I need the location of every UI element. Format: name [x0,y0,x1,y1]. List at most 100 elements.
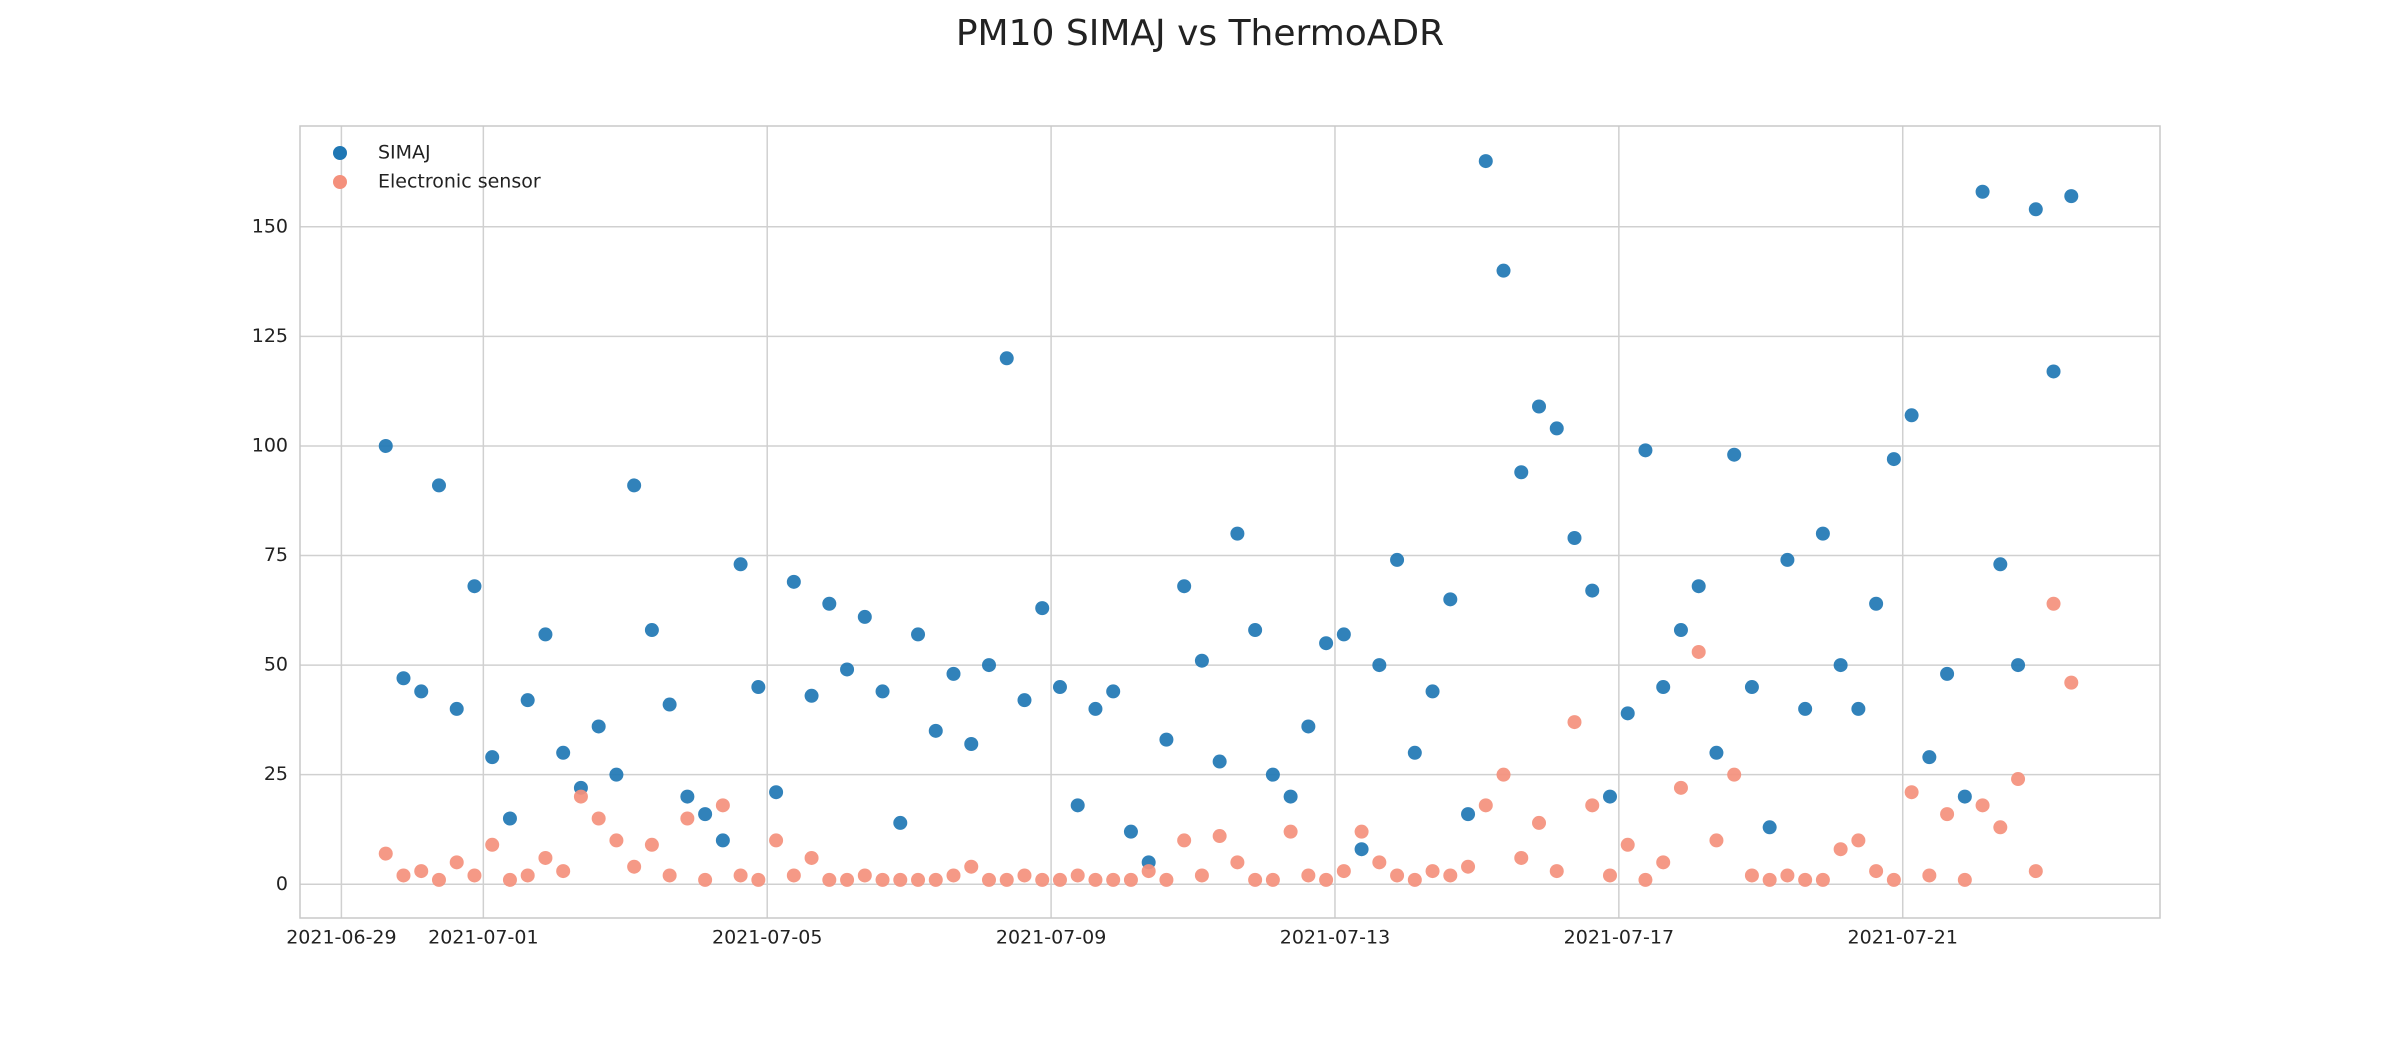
point [680,789,695,804]
x-tick-label: 2021-07-09 [996,927,1106,949]
point [1194,868,1209,883]
point [733,557,748,572]
point [1319,872,1334,887]
point [1425,864,1440,879]
point [1283,824,1298,839]
point [1301,868,1316,883]
point [1691,644,1706,659]
y-tick-label: 125 [252,325,288,347]
point [1532,399,1547,414]
point [1177,833,1192,848]
point [662,697,677,712]
point [1727,767,1742,782]
point [378,846,393,861]
point [1922,868,1937,883]
point [1212,829,1227,844]
point [1762,872,1777,887]
point [1017,693,1032,708]
point [1390,552,1405,567]
point [1336,627,1351,642]
point [2046,596,2061,611]
y-tick-label: 25 [264,763,288,785]
point [1514,850,1529,865]
point [680,811,695,826]
point [2011,658,2026,673]
point [1602,789,1617,804]
point [928,723,943,738]
point [1567,530,1582,545]
point [1549,421,1564,436]
point [1035,872,1050,887]
point [1123,824,1138,839]
point [1425,684,1440,699]
point [502,872,517,887]
point [1035,601,1050,616]
point [485,750,500,765]
point [2028,202,2043,217]
point [911,627,926,642]
point [786,574,801,589]
point [1248,623,1263,638]
point [2064,189,2079,204]
point [1975,798,1990,813]
point [1638,872,1653,887]
point [1354,824,1369,839]
point [840,662,855,677]
point [1922,750,1937,765]
point [1940,807,1955,822]
point [1762,820,1777,835]
point [1212,754,1227,769]
point [1088,872,1103,887]
point [2011,772,2026,787]
point [981,872,996,887]
point [556,745,571,760]
y-tick-label: 50 [264,654,288,676]
point [715,833,730,848]
point [591,719,606,734]
point [1478,154,1493,169]
x-tick-label: 2021-07-17 [1564,927,1674,949]
point [1177,579,1192,594]
point [431,478,446,493]
point [1052,680,1067,695]
point [627,478,642,493]
point [857,868,872,883]
point [1869,864,1884,879]
point [662,868,677,883]
point [1638,443,1653,458]
point [1336,864,1351,879]
point [1070,798,1085,813]
point [804,688,819,703]
point [1052,872,1067,887]
point [1461,859,1476,874]
point [1815,526,1830,541]
point [1957,789,1972,804]
point [786,868,801,883]
point [1372,658,1387,673]
point [964,736,979,751]
point [1709,833,1724,848]
legend-label: SIMAJ [378,142,431,164]
point [502,811,517,826]
point [644,623,659,638]
point [804,850,819,865]
point [1620,837,1635,852]
point [1407,745,1422,760]
point [1496,767,1511,782]
point [715,798,730,813]
point [1656,855,1671,870]
point [1780,552,1795,567]
point [751,872,766,887]
point [1673,623,1688,638]
point [609,767,624,782]
point [591,811,606,826]
point [1957,872,1972,887]
point [751,680,766,695]
point [1691,579,1706,594]
point [893,872,908,887]
point [1088,701,1103,716]
point [1354,842,1369,857]
point [1851,701,1866,716]
point [1123,872,1138,887]
